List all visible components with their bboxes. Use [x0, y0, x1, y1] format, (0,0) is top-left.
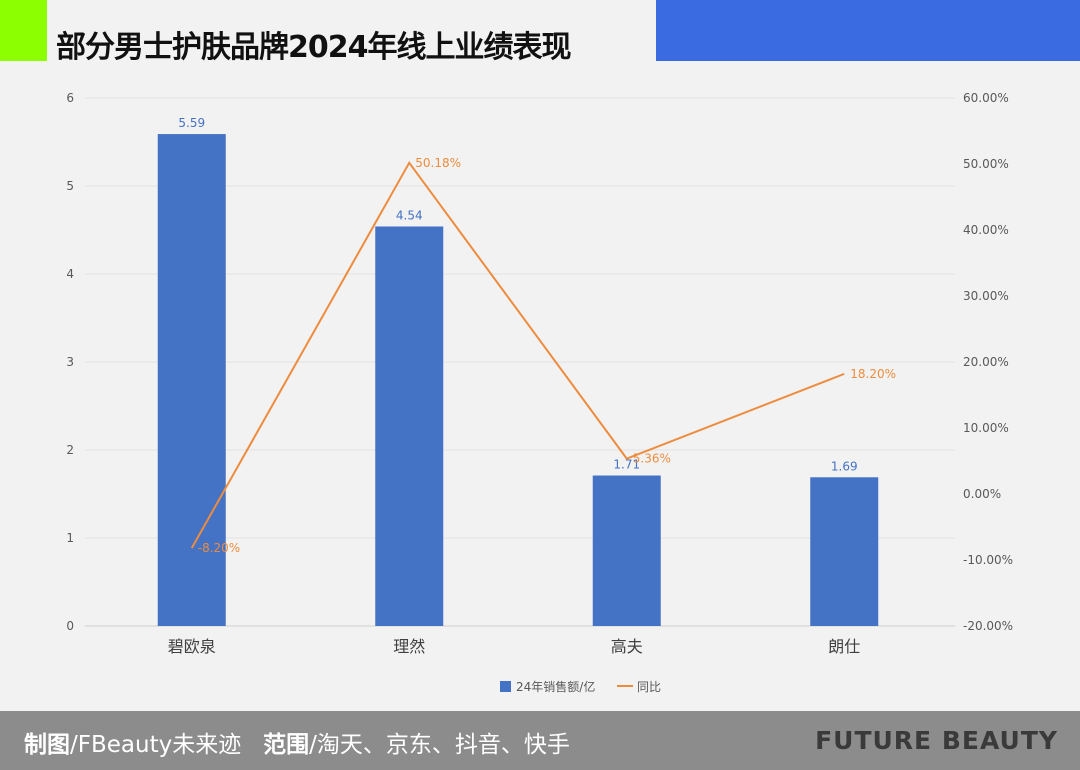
left-tick-label: 1: [66, 531, 74, 545]
credit-value: /FBeauty未来迹: [70, 732, 242, 758]
accent-blue-block: [656, 0, 1080, 61]
line-value-label: -8.20%: [198, 541, 240, 555]
legend-bar-swatch: [500, 681, 511, 692]
page-title: 部分男士护肤品牌2024年线上业绩表现: [56, 30, 571, 65]
right-tick-label: -10.00%: [963, 553, 1013, 567]
credit-label: 制图: [24, 732, 70, 758]
credit-line: 制图/FBeauty未来迹 范围/淘天、京东、抖音、快手: [24, 725, 570, 759]
category-label: 高夫: [611, 637, 643, 656]
scope-value: /淘天、京东、抖音、快手: [309, 732, 570, 758]
bar-value-label: 5.59: [178, 116, 205, 130]
left-tick-label: 6: [66, 91, 74, 105]
scope-label: 范围: [263, 732, 310, 758]
footer: 制图/FBeauty未来迹 范围/淘天、京东、抖音、快手 FUTURE BEAU…: [0, 711, 1080, 770]
left-tick-label: 0: [66, 619, 74, 633]
combo-chart: 0 1 2 3 4 5 6 -20.00% -10.00% 0.00% 10.00% 20.00% 30…: [66, 91, 1013, 694]
line-value-label: 5.36%: [633, 452, 671, 466]
right-tick-label: 10.00%: [963, 421, 1009, 435]
bar-value-label: 1.69: [831, 459, 858, 473]
right-tick-label: 50.00%: [963, 157, 1009, 171]
left-tick-label: 2: [66, 443, 74, 457]
right-tick-label: 20.00%: [963, 355, 1009, 369]
left-tick-label: 3: [66, 355, 74, 369]
legend-bar-label: 24年销售额/亿: [516, 679, 595, 694]
bar-value-label: 1.71: [613, 458, 640, 472]
category-label: 理然: [393, 637, 425, 656]
legend-line-label: 同比: [637, 680, 661, 694]
accent-green-block: [0, 0, 47, 61]
right-tick-label: -20.00%: [963, 619, 1013, 633]
right-tick-label: 0.00%: [963, 487, 1001, 501]
line-value-label: 18.20%: [850, 367, 896, 381]
left-tick-label: 5: [66, 179, 74, 193]
bar-3: [810, 477, 879, 626]
brand-logo: FUTURE BEAUTY: [815, 726, 1058, 755]
bar-1: [375, 226, 444, 627]
yoy-line: [190, 160, 845, 549]
right-tick-label: 30.00%: [963, 289, 1009, 303]
left-tick-label: 4: [66, 267, 74, 281]
right-tick-label: 40.00%: [963, 223, 1009, 237]
category-label: 朗仕: [828, 637, 860, 656]
line-value-label: 50.18%: [415, 156, 461, 170]
category-label: 碧欧泉: [168, 637, 216, 656]
bar-0: [157, 134, 226, 626]
bar-2: [592, 475, 661, 626]
bar-value-label: 4.54: [396, 208, 423, 222]
right-tick-label: 60.00%: [963, 91, 1009, 105]
